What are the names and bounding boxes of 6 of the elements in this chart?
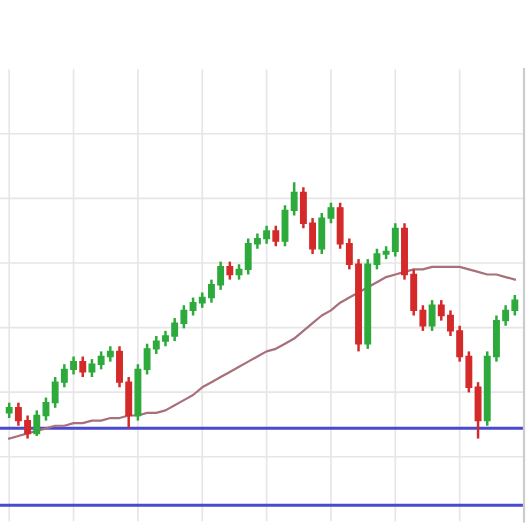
- candlestick: [33, 409, 41, 438]
- candlestick: [272, 224, 280, 248]
- candlestick: [79, 355, 87, 379]
- candlestick: [318, 211, 326, 256]
- candlestick: [428, 298, 436, 333]
- candlestick: [391, 221, 399, 258]
